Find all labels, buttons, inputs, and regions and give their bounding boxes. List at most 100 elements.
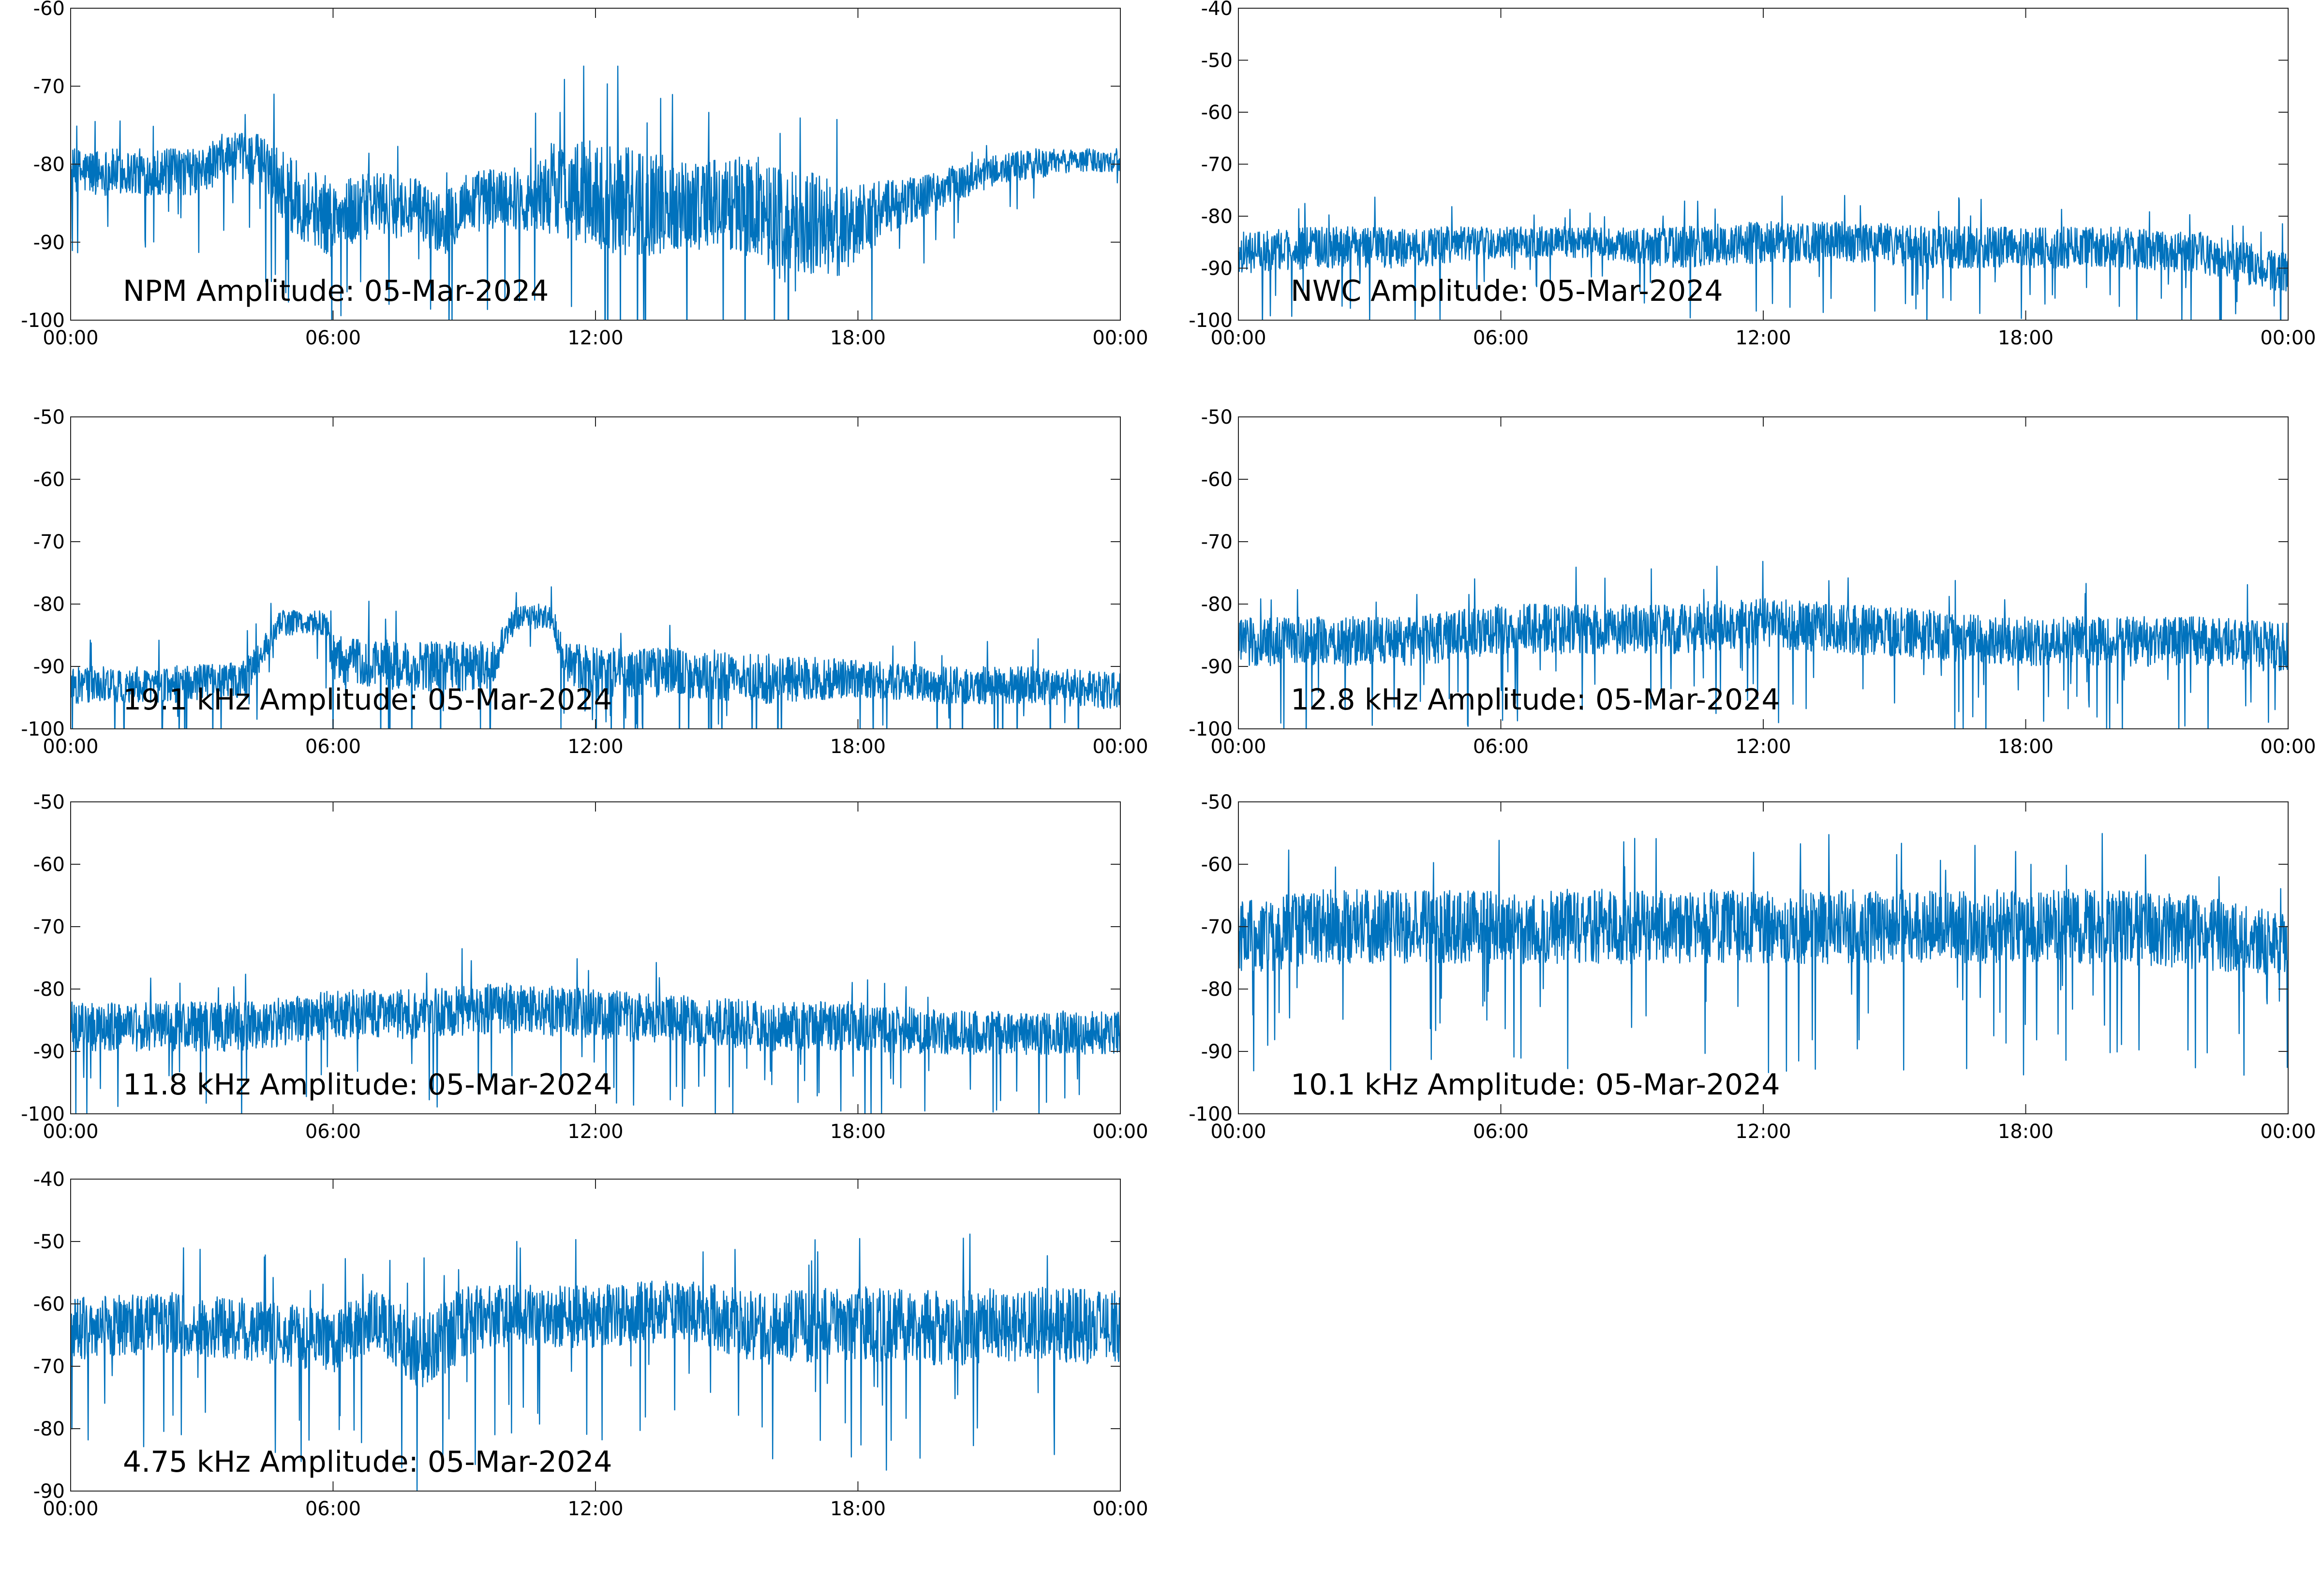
x-tick-label: 00:00 xyxy=(2260,1121,2316,1143)
y-tick-label: -90 xyxy=(1201,656,1233,678)
x-tick-label: 06:00 xyxy=(1473,736,1529,758)
x-tick-label: 12:00 xyxy=(567,327,623,349)
y-tick-label: -60 xyxy=(33,469,65,491)
x-tick-label: 06:00 xyxy=(305,736,361,758)
y-tick-label: -70 xyxy=(33,1356,65,1378)
x-tick-label: 00:00 xyxy=(43,327,98,349)
y-tick-label: -70 xyxy=(33,75,65,98)
series-line xyxy=(1238,561,2288,729)
y-tick-label: -50 xyxy=(1201,791,1233,813)
series-line xyxy=(1238,833,2288,1076)
chart-title: 10.1 kHz Amplitude: 05-Mar-2024 xyxy=(1291,1068,1780,1102)
y-tick-label: -100 xyxy=(1189,1103,1233,1125)
series-line xyxy=(71,948,1120,1114)
x-tick-label: 00:00 xyxy=(43,736,98,758)
y-tick-label: -80 xyxy=(33,154,65,176)
y-tick-label: -80 xyxy=(1201,978,1233,1001)
y-tick-label: -100 xyxy=(1189,310,1233,332)
x-tick-label: 00:00 xyxy=(1092,327,1148,349)
x-tick-label: 18:00 xyxy=(830,1498,886,1520)
x-tick-label: 18:00 xyxy=(830,736,886,758)
y-tick-label: -100 xyxy=(21,718,65,740)
y-tick-label: -50 xyxy=(1201,406,1233,429)
y-tick-label: -70 xyxy=(1201,154,1233,176)
chart-title: 4.75 kHz Amplitude: 05-Mar-2024 xyxy=(123,1445,612,1479)
y-tick-label: -60 xyxy=(1201,102,1233,124)
x-tick-label: 00:00 xyxy=(1092,1121,1148,1143)
x-tick-label: 00:00 xyxy=(1210,327,1266,349)
series-line xyxy=(71,1233,1120,1491)
y-tick-label: -50 xyxy=(1201,50,1233,72)
x-tick-label: 18:00 xyxy=(1998,1121,2054,1143)
y-tick-label: -90 xyxy=(33,232,65,254)
x-tick-label: 12:00 xyxy=(567,1121,623,1143)
series-line xyxy=(71,65,1120,320)
axes-box xyxy=(1238,8,2289,321)
y-tick-label: -60 xyxy=(1201,469,1233,491)
x-tick-label: 00:00 xyxy=(43,1121,98,1143)
x-tick-label: 12:00 xyxy=(1735,327,1791,349)
x-tick-label: 00:00 xyxy=(1210,736,1266,758)
y-tick-label: -90 xyxy=(33,1480,65,1503)
y-tick-label: -70 xyxy=(33,531,65,553)
x-tick-label: 00:00 xyxy=(43,1498,98,1520)
x-tick-label: 18:00 xyxy=(1998,736,2054,758)
x-tick-label: 06:00 xyxy=(1473,1121,1529,1143)
series-line xyxy=(71,586,1120,729)
y-tick-label: -90 xyxy=(1201,258,1233,280)
chart-title: 11.8 kHz Amplitude: 05-Mar-2024 xyxy=(123,1068,612,1102)
x-tick-label: 00:00 xyxy=(2260,327,2316,349)
x-tick-label: 00:00 xyxy=(1092,1498,1148,1520)
y-tick-label: -60 xyxy=(33,0,65,20)
y-tick-label: -80 xyxy=(1201,206,1233,228)
y-tick-label: -90 xyxy=(33,1041,65,1063)
y-tick-label: -50 xyxy=(33,1231,65,1253)
y-tick-label: -40 xyxy=(33,1168,65,1191)
y-tick-label: -80 xyxy=(33,978,65,1001)
y-tick-label: -60 xyxy=(1201,854,1233,876)
x-tick-label: 12:00 xyxy=(1735,736,1791,758)
y-tick-label: -70 xyxy=(1201,531,1233,553)
x-tick-label: 00:00 xyxy=(1092,736,1148,758)
x-tick-label: 06:00 xyxy=(305,1121,361,1143)
x-tick-label: 18:00 xyxy=(830,327,886,349)
chart-title: 19.1 kHz Amplitude: 05-Mar-2024 xyxy=(123,683,612,717)
y-tick-label: -100 xyxy=(21,310,65,332)
x-tick-label: 18:00 xyxy=(1998,327,2054,349)
y-tick-label: -60 xyxy=(33,1293,65,1315)
y-tick-label: -80 xyxy=(1201,593,1233,616)
y-tick-label: -60 xyxy=(33,854,65,876)
y-tick-label: -100 xyxy=(21,1103,65,1125)
x-tick-label: 06:00 xyxy=(305,327,361,349)
y-tick-label: -50 xyxy=(33,791,65,813)
y-tick-label: -70 xyxy=(1201,916,1233,938)
x-tick-label: 06:00 xyxy=(1473,327,1529,349)
y-tick-label: -100 xyxy=(1189,718,1233,740)
x-tick-label: 12:00 xyxy=(567,1498,623,1520)
x-tick-label: 00:00 xyxy=(2260,736,2316,758)
y-tick-label: -50 xyxy=(33,406,65,429)
x-tick-label: 12:00 xyxy=(567,736,623,758)
x-tick-label: 06:00 xyxy=(305,1498,361,1520)
chart-title: 12.8 kHz Amplitude: 05-Mar-2024 xyxy=(1291,683,1780,717)
series-line xyxy=(1238,195,2288,320)
axes-box xyxy=(70,801,1121,1114)
y-tick-label: -90 xyxy=(1201,1041,1233,1063)
y-tick-label: -70 xyxy=(33,916,65,938)
x-tick-label: 18:00 xyxy=(830,1121,886,1143)
x-tick-label: 00:00 xyxy=(1210,1121,1266,1143)
y-tick-label: -90 xyxy=(33,656,65,678)
y-tick-label: -80 xyxy=(33,593,65,616)
chart-title: NWC Amplitude: 05-Mar-2024 xyxy=(1291,274,1723,308)
y-tick-label: -40 xyxy=(1201,0,1233,20)
y-tick-label: -80 xyxy=(33,1418,65,1440)
chart-title: NPM Amplitude: 05-Mar-2024 xyxy=(123,274,549,308)
